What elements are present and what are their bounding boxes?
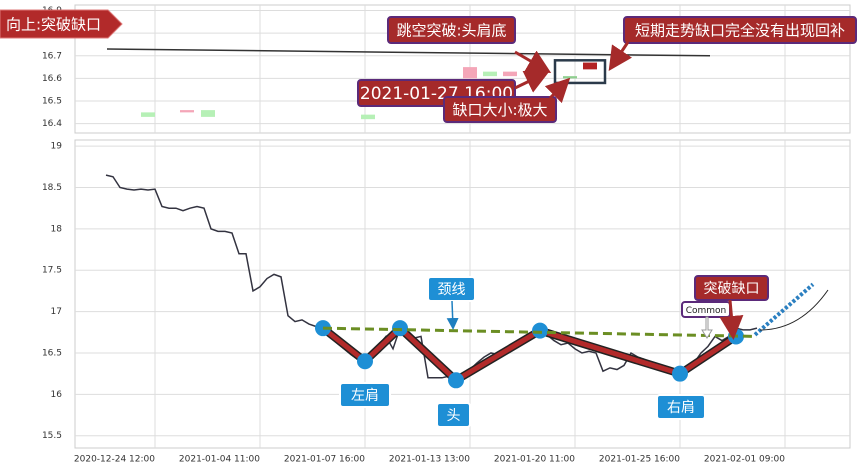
candle [503, 71, 517, 77]
y-tick-label: 16.7 [42, 51, 62, 61]
pattern-point [672, 365, 688, 382]
candle [141, 112, 155, 117]
breakout-line [753, 282, 815, 337]
pattern-point [357, 353, 373, 370]
y-tick-label: 17 [51, 307, 62, 317]
annotation: 颈线 [438, 282, 466, 298]
breakout-arc [759, 289, 829, 331]
label-box [436, 402, 471, 428]
x-tick-label: 2021-02-01 09:00 [704, 455, 785, 465]
callout-box [387, 16, 516, 44]
x-tick-label: 2021-01-25 16:00 [599, 455, 680, 465]
candle [463, 67, 477, 79]
x-tick-label: 2021-01-04 11:00 [179, 455, 260, 465]
y-tick-label: 19 [51, 142, 63, 152]
x-tick-label: 2021-01-20 11:00 [494, 455, 575, 465]
annotation: 缺口大小:极大 [452, 101, 547, 119]
y-tick-label: 17.5 [42, 266, 62, 276]
annotation: Common [686, 306, 727, 316]
arrows [514, 41, 744, 340]
label-box [656, 394, 706, 420]
top-frame [74, 4, 851, 134]
y-tick-label: 16.5 [42, 348, 62, 358]
y-tick-label: 16 [51, 390, 63, 400]
y-tick-label: 16.6 [42, 74, 62, 84]
common-arrow [701, 316, 713, 339]
x-tick-label: 2021-01-07 16:00 [284, 455, 365, 465]
candle [483, 71, 497, 77]
bottom-frame [74, 139, 851, 449]
candle [361, 114, 375, 120]
gap-box [553, 59, 607, 85]
x-tick-label: 2020-12-24 12:00 [74, 455, 155, 465]
pattern-point [448, 372, 464, 389]
banner [0, 9, 123, 39]
callout-box [623, 16, 857, 44]
y-tick-label: 16.4 [42, 119, 62, 129]
candle [563, 76, 577, 79]
annotation: 左肩 [351, 388, 379, 404]
annotation: 头 [447, 408, 461, 424]
label-box [427, 276, 476, 302]
x-tick-label: 2021-01-13 13:00 [389, 455, 470, 465]
annotation: 跳空突破:头肩底 [396, 22, 506, 40]
y-tick-label: 16.5 [42, 97, 62, 107]
label-box [339, 382, 391, 408]
callout-box [443, 96, 557, 123]
candle [180, 110, 194, 113]
candle [201, 110, 215, 117]
annotation: 突破缺口 [704, 281, 760, 297]
candle [583, 62, 597, 70]
y-tick-label: 18 [51, 224, 63, 234]
neck-arrow [446, 300, 459, 330]
y-tick-label: 15.5 [42, 431, 62, 441]
pattern-point [532, 322, 548, 339]
y-tick-label: 18.5 [42, 183, 62, 193]
annotation: 短期走势缺口完全没有出现回补 [635, 22, 845, 40]
neckline [322, 326, 758, 338]
annotation: 向上:突破缺口 [6, 16, 101, 34]
annotation: 右肩 [667, 400, 695, 416]
